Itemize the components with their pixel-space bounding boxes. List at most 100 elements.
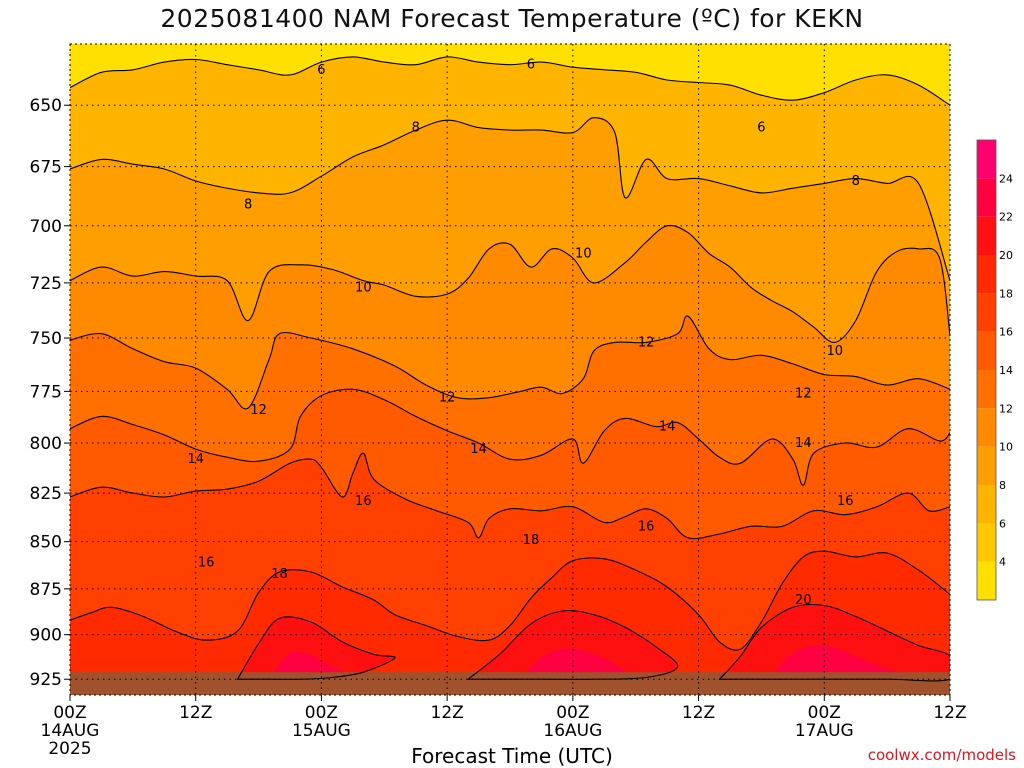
colorbar-tick-label: 20 — [999, 249, 1013, 262]
colorbar-segment — [977, 485, 996, 524]
contour-label: 6 — [527, 58, 535, 73]
colorbar-segment — [977, 408, 996, 447]
contour-label: 18 — [271, 567, 288, 582]
y-tick-label: 775 — [30, 382, 62, 402]
colorbar-segment — [977, 216, 996, 255]
y-tick-label: 650 — [30, 96, 62, 116]
contour-line-10 — [70, 224, 950, 343]
x-tick-year: 2025 — [48, 739, 91, 759]
contour-line-20 — [236, 616, 396, 680]
contour-label: 18 — [523, 533, 540, 548]
y-tick-label: 925 — [30, 670, 62, 690]
temperature-bands — [70, 44, 950, 695]
contour-label: 20 — [795, 593, 812, 608]
chart-title: 2025081400 NAM Forecast Temperature (ºC)… — [160, 4, 864, 33]
colorbar-segment — [977, 446, 996, 485]
contour-label: 8 — [412, 121, 420, 136]
colorbar-segment — [977, 561, 996, 600]
contour-line-20 — [718, 603, 950, 682]
contour-lines — [70, 56, 950, 682]
colorbar-segment — [977, 178, 996, 217]
x-tick-date: 14AUG — [41, 721, 100, 741]
x-tick-label: 00Z — [53, 703, 86, 723]
colorbar-segment — [977, 331, 996, 370]
colorbar: 4 6 8 10 12 14 16 18 20 22 24 — [976, 139, 1013, 601]
contour-line-20 — [466, 610, 679, 680]
contour-line-8 — [70, 117, 950, 281]
y-axis-ticks: 650 675 700 725 750 775 800 825 850 875 900 925 — [30, 96, 70, 690]
x-tick-label: 00Z — [305, 703, 338, 723]
contour-label: 10 — [355, 280, 372, 295]
colorbar-segment — [977, 140, 996, 179]
contour-label: 12 — [439, 391, 456, 406]
contour-label: 10 — [826, 344, 843, 359]
contour-label: 12 — [638, 335, 655, 350]
x-tick-label: 00Z — [556, 703, 589, 723]
contour-label: 16 — [837, 494, 854, 509]
y-tick-label: 700 — [30, 217, 62, 237]
colorbar-segment — [977, 370, 996, 409]
colorbar-tick-label: 16 — [999, 326, 1013, 339]
colorbar-segment — [977, 523, 996, 562]
colorbar-tick-label: 14 — [999, 364, 1013, 377]
colorbar-segment — [977, 293, 996, 332]
colorbar-tick-label: 24 — [999, 172, 1013, 185]
x-tick-label: 12Z — [431, 703, 464, 723]
contour-line-12 — [70, 315, 950, 410]
contour-label: 12 — [795, 386, 812, 401]
plot-frame — [69, 43, 951, 696]
band-20 — [237, 616, 395, 680]
contour-label: 10 — [575, 246, 592, 261]
x-tick-label: 00Z — [808, 703, 841, 723]
y-tick-label: 900 — [30, 626, 62, 646]
x-tick-date: 17AUG — [795, 721, 854, 741]
contour-line-16 — [70, 452, 950, 540]
colorbar-tick-label: 18 — [999, 287, 1013, 300]
contour-label: 14 — [795, 436, 812, 451]
contour-label: 8 — [852, 174, 860, 189]
y-tick-label: 875 — [30, 580, 62, 600]
contour-label: 6 — [317, 63, 325, 78]
colorbar-segment — [977, 255, 996, 294]
contour-line-18 — [70, 550, 950, 651]
x-tick-label: 12Z — [933, 703, 966, 723]
contour-label: 14 — [659, 420, 676, 435]
y-tick-label: 750 — [30, 329, 62, 349]
colorbar-tick-label: 22 — [999, 211, 1013, 224]
plot-border — [69, 43, 951, 696]
contour-label: 6 — [757, 121, 765, 136]
x-tick-date: 15AUG — [292, 721, 351, 741]
band-20 — [719, 604, 950, 681]
colorbar-tick-label: 6 — [999, 517, 1006, 530]
colorbar-tick-label: 10 — [999, 441, 1013, 454]
x-tick-label: 12Z — [179, 703, 212, 723]
y-tick-label: 825 — [30, 484, 62, 504]
y-tick-label: 800 — [30, 434, 62, 454]
contour-line-14 — [70, 388, 950, 486]
contour-label: 14 — [470, 442, 487, 457]
colorbar-border — [976, 139, 997, 601]
contour-labels: 6 6 6 8 8 8 10 10 10 12 12 12 12 14 14 14 14 16 16 16 16 18 18… — [187, 58, 859, 608]
colorbar-tick-label: 4 — [999, 556, 1006, 569]
credit-text: coolwx.com/models — [867, 746, 1016, 764]
y-tick-label: 675 — [30, 158, 62, 178]
y-tick-label: 850 — [30, 533, 62, 553]
x-axis-title: Forecast Time (UTC) — [411, 744, 613, 768]
contour-label: 16 — [355, 494, 372, 509]
contour-line-6 — [70, 56, 950, 106]
x-tick-date: 16AUG — [543, 721, 602, 741]
contour-label: 14 — [187, 452, 204, 467]
contour-label: 16 — [198, 556, 215, 571]
grid-lines — [70, 44, 950, 695]
contour-label: 8 — [244, 198, 252, 213]
ground-fill — [70, 672, 950, 695]
y-tick-label: 725 — [30, 274, 62, 294]
colorbar-tick-label: 8 — [999, 479, 1006, 492]
colorbar-tick-label: 12 — [999, 402, 1013, 415]
contour-label: 12 — [250, 403, 267, 418]
ground-layer — [70, 672, 950, 695]
contour-label: 16 — [638, 519, 655, 534]
x-tick-label: 12Z — [682, 703, 715, 723]
